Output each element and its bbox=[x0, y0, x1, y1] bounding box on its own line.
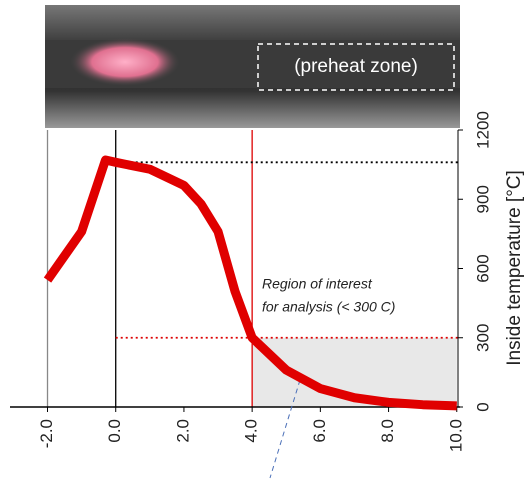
y-axis-label: Inside temperature [°C] bbox=[504, 170, 525, 366]
photo: (preheat zone) bbox=[45, 5, 460, 128]
y-tick-label: 0 bbox=[473, 402, 492, 411]
x-tick-label: 4.0 bbox=[242, 419, 261, 443]
chart: (preheat zone) Region of interest for an… bbox=[0, 0, 529, 480]
x-tick-label: -2.0 bbox=[37, 419, 56, 448]
y-tick-label: 1200 bbox=[473, 111, 492, 149]
x-tick-label: 0.0 bbox=[105, 419, 124, 443]
annotation: Region of interest bbox=[262, 276, 373, 292]
x-tick-label: 6.0 bbox=[310, 419, 329, 443]
photo-label: (preheat zone) bbox=[294, 56, 418, 77]
x-tick-label: 10.0 bbox=[446, 419, 465, 452]
x-tick-label: 2.0 bbox=[173, 419, 192, 443]
y-tick-label: 300 bbox=[473, 324, 492, 352]
y-tick-label: 900 bbox=[473, 185, 492, 213]
annotation: for analysis (< 300 C) bbox=[262, 299, 395, 315]
y-tick-label: 600 bbox=[473, 254, 492, 282]
x-tick-label: 8.0 bbox=[378, 419, 397, 443]
